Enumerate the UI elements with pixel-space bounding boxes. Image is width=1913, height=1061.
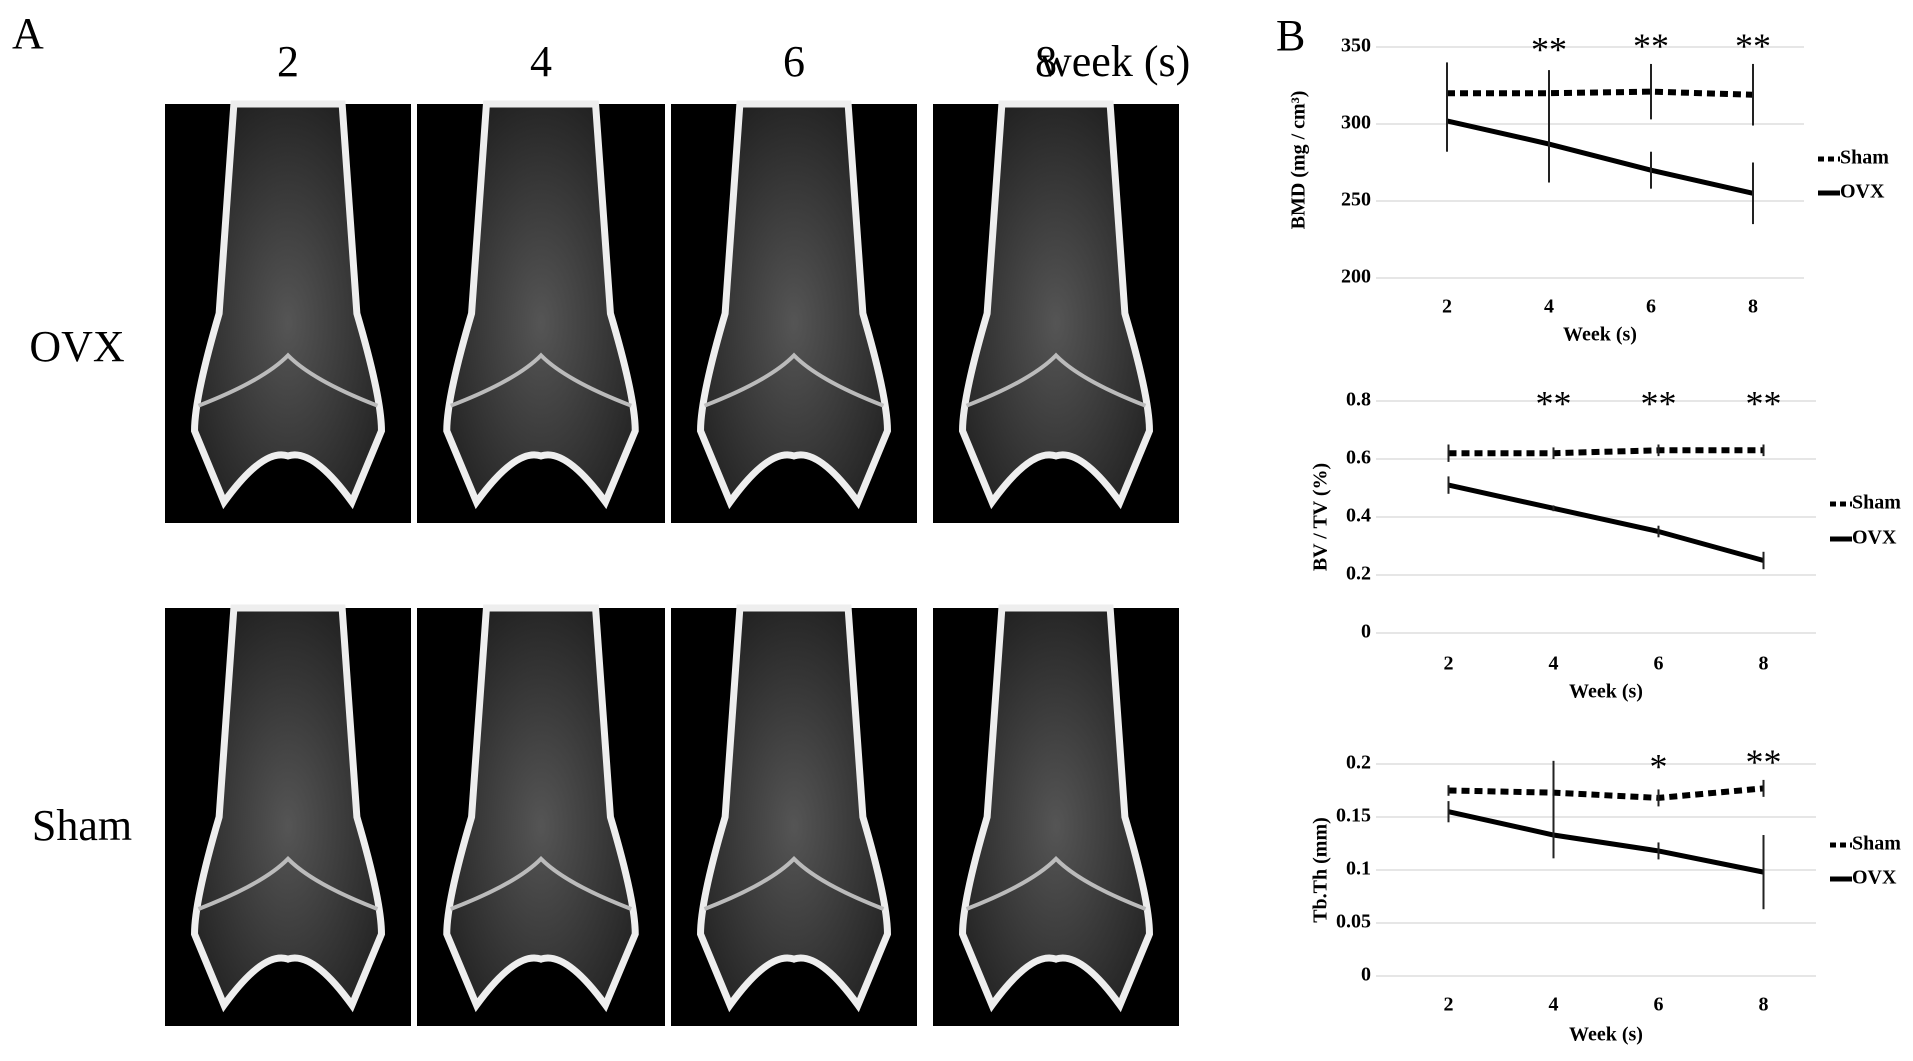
y-axis-label: BMD (mg / cm³): [1288, 91, 1310, 230]
x-tick-label: 2: [1442, 296, 1452, 318]
panel-label: A: [12, 9, 44, 58]
x-tick-label: 4: [1549, 994, 1559, 1016]
week-label: 2: [277, 37, 299, 86]
y-tick-label: 0: [1361, 964, 1371, 986]
legend-label: OVX: [1852, 867, 1897, 889]
bone: [191, 604, 385, 1013]
bone: [443, 100, 639, 510]
legend-label: Sham: [1852, 492, 1901, 514]
y-tick-label: 0.15: [1336, 805, 1371, 827]
x-axis-label: Week (s): [1569, 681, 1643, 703]
panel-label: B: [1276, 11, 1305, 60]
x-tick-label: 2: [1444, 994, 1454, 1016]
y-tick-label: 0.6: [1346, 447, 1371, 469]
legend-label: Sham: [1840, 147, 1889, 169]
x-tick-label: 6: [1646, 296, 1656, 318]
growth-plate: [197, 855, 379, 911]
x-tick-label: 8: [1759, 994, 1769, 1016]
growth-plate: [450, 855, 632, 911]
legend-label: OVX: [1840, 181, 1885, 203]
y-tick-label: 0.2: [1346, 563, 1371, 585]
growth-plate: [703, 352, 885, 408]
significance: **: [1746, 383, 1782, 423]
y-axis-label: Tb.Th (mm): [1310, 817, 1332, 923]
row-label: OVX: [29, 322, 124, 371]
series-line: [1447, 482, 1765, 563]
series-line: [1446, 118, 1754, 196]
x-tick-label: 4: [1549, 653, 1559, 675]
x-tick-label: 4: [1544, 296, 1554, 318]
x-tick-label: 8: [1748, 296, 1758, 318]
bone: [191, 100, 385, 510]
week-label: 6: [783, 37, 805, 86]
series-line: [1447, 88, 1754, 98]
x-axis-label: Week (s): [1563, 324, 1637, 346]
bone: [697, 100, 891, 510]
x-tick-label: 8: [1759, 653, 1769, 675]
y-tick-label: 0.1: [1346, 858, 1371, 880]
growth-plate: [450, 352, 632, 408]
bone: [443, 604, 639, 1013]
bone: [697, 604, 891, 1013]
growth-plate: [965, 352, 1147, 408]
y-tick-label: 0.8: [1346, 389, 1371, 411]
series-line: [1448, 447, 1764, 457]
significance: **: [1633, 26, 1669, 66]
bone: [959, 604, 1153, 1013]
growth-plate: [197, 352, 379, 408]
y-tick-label: 300: [1341, 112, 1371, 134]
y-tick-label: 0.4: [1346, 505, 1371, 527]
y-tick-label: 250: [1341, 189, 1371, 211]
series-line: [1448, 785, 1764, 801]
x-tick-label: 6: [1654, 653, 1664, 675]
week-unit: week (s): [1040, 37, 1190, 86]
y-axis-label: BV / TV (%): [1310, 463, 1332, 571]
significance: **: [1735, 26, 1771, 66]
series-line: [1447, 809, 1764, 875]
x-tick-label: 2: [1444, 653, 1454, 675]
y-tick-label: 0: [1361, 621, 1371, 643]
legend-label: OVX: [1852, 527, 1897, 549]
x-axis-label: Week (s): [1569, 1024, 1643, 1046]
week-label: 4: [530, 37, 552, 86]
significance: **: [1531, 29, 1567, 69]
growth-plate: [703, 855, 885, 911]
y-tick-label: 0.2: [1346, 752, 1371, 774]
week-label: 8: [1035, 37, 1057, 86]
bone: [959, 100, 1153, 510]
x-tick-label: 6: [1654, 994, 1664, 1016]
significance: *: [1650, 746, 1668, 786]
y-tick-label: 350: [1341, 35, 1371, 57]
significance: **: [1746, 742, 1782, 782]
significance: **: [1536, 383, 1572, 423]
y-tick-label: 0.05: [1336, 911, 1371, 933]
growth-plate: [965, 855, 1147, 911]
y-tick-label: 200: [1341, 266, 1371, 288]
row-label: Sham: [32, 801, 132, 850]
legend-label: Sham: [1852, 833, 1901, 855]
significance: **: [1641, 383, 1677, 423]
